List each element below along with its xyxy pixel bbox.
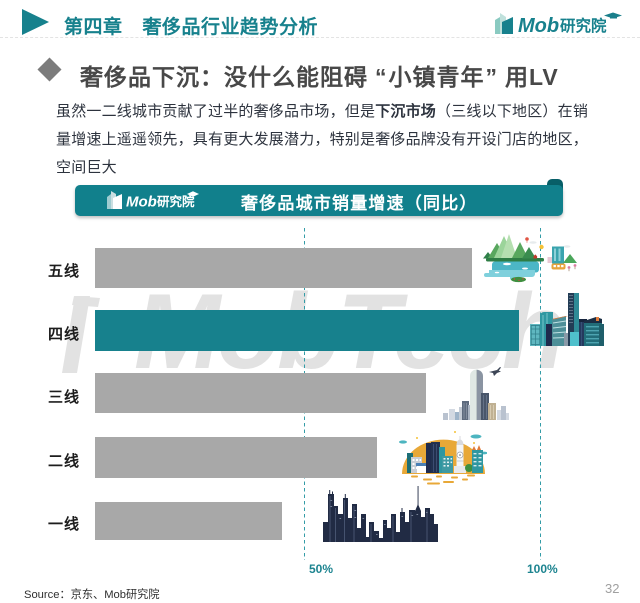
svg-text:Mob: Mob — [126, 194, 157, 211]
svg-text:研究院: 研究院 — [157, 194, 195, 209]
svg-text:研究院: 研究院 — [560, 16, 607, 35]
svg-text:Mob: Mob — [518, 15, 559, 37]
